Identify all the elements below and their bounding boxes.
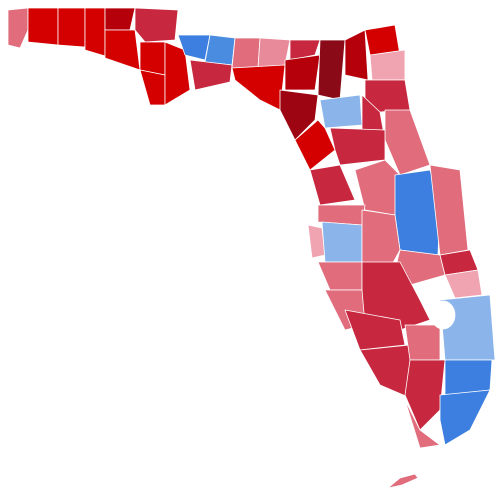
county — [231, 37, 261, 69]
county — [317, 261, 363, 291]
county — [384, 109, 431, 176]
county — [134, 7, 179, 43]
county — [329, 127, 386, 166]
county — [204, 34, 236, 66]
county — [321, 221, 363, 263]
county — [364, 24, 401, 56]
county — [231, 64, 286, 111]
county — [104, 7, 136, 31]
county — [284, 54, 321, 91]
county — [7, 7, 29, 49]
lake — [430, 300, 456, 330]
county — [139, 41, 166, 76]
county — [444, 269, 483, 299]
county — [309, 164, 356, 206]
county — [369, 49, 406, 81]
county — [189, 59, 233, 91]
county — [84, 7, 106, 57]
county — [439, 389, 491, 446]
county — [139, 69, 166, 106]
county — [344, 309, 406, 351]
county — [344, 29, 369, 81]
county — [317, 39, 346, 101]
county — [57, 7, 86, 48]
counties — [7, 7, 496, 489]
county — [164, 41, 191, 106]
county — [404, 324, 441, 361]
county — [361, 209, 401, 269]
county — [444, 359, 493, 396]
keys — [387, 473, 419, 489]
county — [289, 39, 321, 61]
county — [319, 94, 363, 129]
county — [104, 29, 141, 71]
county — [27, 7, 59, 46]
county — [404, 359, 446, 431]
county — [279, 89, 319, 141]
county — [404, 399, 441, 449]
